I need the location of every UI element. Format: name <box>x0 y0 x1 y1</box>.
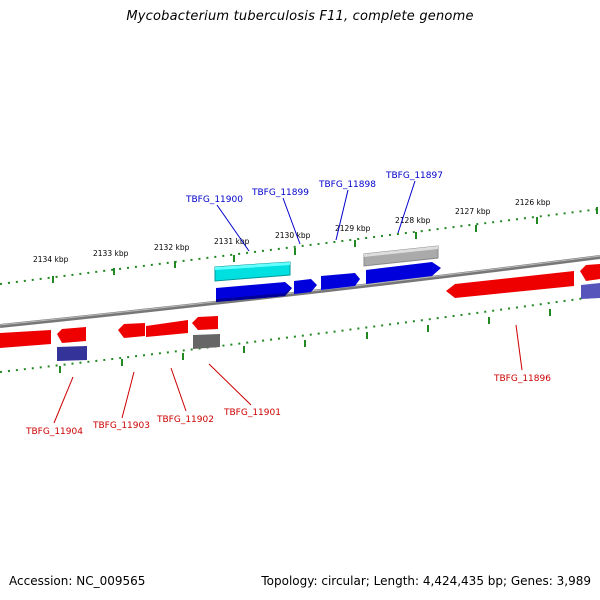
scale-label: 2130 kbp <box>275 231 311 240</box>
gene-label[interactable]: TBFG_11900 <box>185 195 243 205</box>
gene-tbfg-11901-block[interactable] <box>193 334 220 349</box>
gene-tbfg-11897-pseudo-top <box>364 246 438 257</box>
gene-label[interactable]: TBFG_11903 <box>92 421 150 431</box>
inner-tick-ring <box>0 295 600 373</box>
gene-left-partial[interactable] <box>0 330 51 348</box>
forward-callouts <box>216 180 416 252</box>
scale-label: 2127 kbp <box>455 207 491 216</box>
forward-genes <box>214 245 441 302</box>
gene-right-partial[interactable] <box>580 264 600 281</box>
gene-label[interactable]: TBFG_11902 <box>156 415 214 425</box>
scale-label: 2134 kbp <box>33 255 69 264</box>
gene-tbfg-11904-block[interactable] <box>57 346 87 361</box>
accession-text: Accession: NC_009565 <box>9 574 146 588</box>
scale-label: 2133 kbp <box>93 249 129 258</box>
scale-labels: 2134 kbp 2133 kbp 2132 kbp 2131 kbp 2130… <box>33 198 551 264</box>
gene-right-block[interactable] <box>581 283 600 299</box>
reverse-gene-labels: TBFG_11904 TBFG_11903 TBFG_11902 TBFG_11… <box>25 374 551 437</box>
reverse-callouts <box>53 324 523 424</box>
gene-label[interactable]: TBFG_11897 <box>385 171 443 181</box>
gene-tbfg-11901[interactable] <box>192 316 218 330</box>
gene-tbfg-11903[interactable] <box>118 323 145 338</box>
outer-tick-ring <box>0 208 600 285</box>
gene-label[interactable]: TBFG_11901 <box>223 408 281 418</box>
gene-tbfg-11899[interactable] <box>294 279 317 294</box>
scale-label: 2128 kbp <box>395 216 431 225</box>
scale-label: 2132 kbp <box>154 243 190 252</box>
gene-tbfg-11897[interactable] <box>366 262 441 284</box>
scale-label: 2126 kbp <box>515 198 551 207</box>
scale-label: 2129 kbp <box>335 224 371 233</box>
scale-label: 2131 kbp <box>214 237 250 246</box>
gene-tbfg-11904[interactable] <box>57 327 86 343</box>
inner-major-ticks <box>59 309 551 373</box>
topology-text: Topology: circular; Length: 4,424,435 bp… <box>261 574 591 588</box>
gene-tbfg-11902[interactable] <box>146 320 188 337</box>
reverse-genes <box>0 264 600 361</box>
gene-tbfg-11900-highlight-top <box>215 262 290 270</box>
gene-tbfg-11898[interactable] <box>321 273 360 290</box>
gene-label[interactable]: TBFG_11904 <box>25 427 83 437</box>
map-title: Mycobacterium tuberculosis F11, complete… <box>126 9 474 24</box>
gene-tbfg-11896[interactable] <box>446 271 574 298</box>
gene-label[interactable]: TBFG_11896 <box>493 374 551 384</box>
gene-tbfg-11900-shadow <box>216 288 292 302</box>
outer-major-ticks <box>52 207 598 283</box>
forward-gene-labels: TBFG_11900 TBFG_11899 TBFG_11898 TBFG_11… <box>185 171 443 205</box>
gene-label[interactable]: TBFG_11899 <box>251 188 309 198</box>
gene-label[interactable]: TBFG_11898 <box>318 180 376 190</box>
